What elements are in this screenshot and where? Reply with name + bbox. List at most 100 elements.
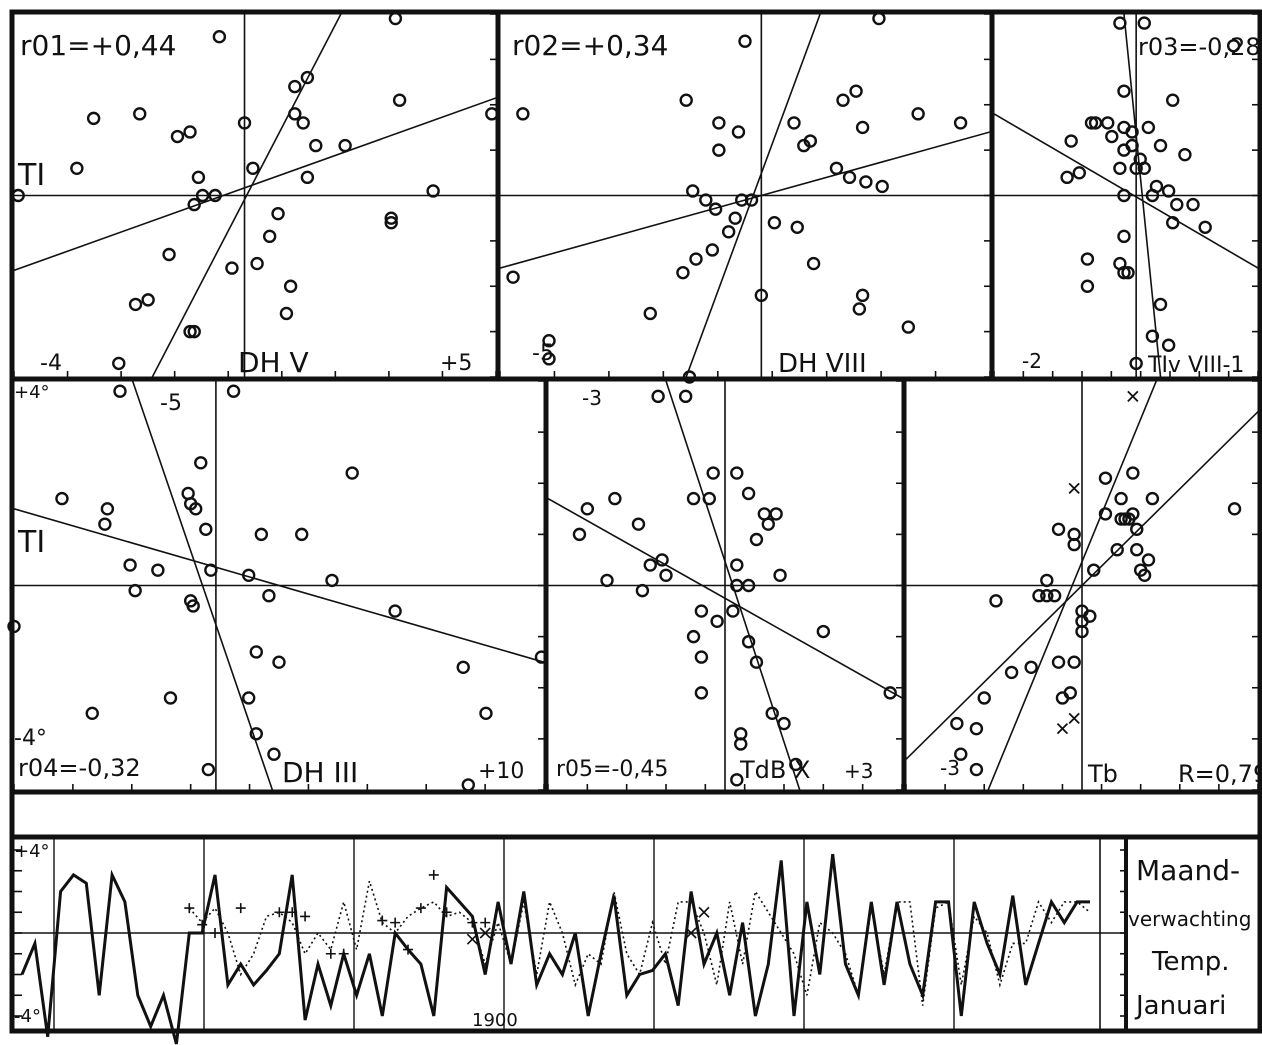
data-point	[651, 389, 665, 404]
data-point	[749, 655, 764, 669]
data-point	[1064, 134, 1078, 148]
data-point	[659, 568, 673, 582]
correlation-label: r01=+0,44	[20, 29, 176, 62]
regression-line	[14, 97, 496, 272]
data-point	[112, 356, 126, 371]
data-point	[1105, 129, 1119, 144]
data-point	[542, 334, 556, 348]
regression-line	[548, 497, 902, 699]
data-point	[86, 111, 101, 126]
data-point	[186, 599, 200, 613]
data-point	[676, 265, 690, 280]
y-min-label: -4°	[14, 726, 47, 751]
y-axis-label: TI	[17, 525, 45, 560]
data-point	[388, 11, 403, 26]
x-marker	[698, 906, 710, 918]
data-point	[1166, 216, 1180, 230]
data-point	[1075, 624, 1089, 639]
data-point	[689, 252, 703, 266]
data-point	[1060, 170, 1074, 185]
data-point	[1117, 229, 1131, 244]
data-point	[85, 706, 99, 721]
data-point	[170, 129, 185, 144]
plus-marker	[377, 915, 388, 926]
data-point	[744, 193, 759, 207]
data-point	[392, 93, 407, 107]
data-point	[728, 211, 742, 225]
data-point	[1004, 665, 1019, 680]
data-point	[686, 184, 700, 198]
data-point	[1166, 93, 1180, 107]
data-point	[1047, 589, 1062, 603]
caption-line-2: verwachting	[1128, 907, 1251, 931]
data-point	[300, 170, 315, 185]
x-axis-label: Tb	[1087, 760, 1118, 788]
data-point	[151, 563, 165, 577]
data-point	[163, 691, 178, 705]
correlation-label: r04=-0,32	[18, 754, 141, 782]
x-max-label: +3	[844, 759, 873, 783]
data-point	[128, 583, 142, 598]
data-point	[735, 193, 749, 207]
data-point	[580, 502, 595, 516]
data-point	[426, 184, 440, 198]
data-point	[1130, 543, 1144, 557]
data-point	[1122, 512, 1136, 526]
data-point	[678, 389, 693, 404]
data-point	[183, 125, 197, 139]
plus-marker	[428, 869, 439, 880]
data-point	[855, 288, 870, 303]
data-point	[242, 568, 256, 582]
data-point	[461, 778, 475, 792]
data-point	[741, 578, 756, 593]
x-max-label: +5	[440, 351, 472, 376]
plus-marker	[235, 903, 246, 914]
data-point	[384, 216, 398, 230]
data-point	[686, 491, 701, 506]
data-point	[1141, 120, 1156, 135]
correlation-label: r03=-0,28	[1138, 33, 1261, 61]
caption-line-3: Temp.	[1151, 947, 1230, 977]
data-point	[710, 614, 724, 628]
data-point	[777, 716, 791, 731]
data-point	[1129, 356, 1143, 371]
data-point	[208, 188, 222, 203]
data-point	[738, 34, 752, 48]
data-point	[1153, 138, 1168, 153]
cross-marker	[1056, 723, 1069, 735]
caption-line-4: Januari	[1134, 991, 1226, 1021]
data-point	[1145, 329, 1160, 343]
data-point	[1080, 279, 1095, 293]
x-marker	[685, 927, 697, 939]
data-point	[789, 757, 803, 772]
plus-marker	[184, 903, 195, 914]
data-point	[133, 107, 147, 121]
scatter-panel-tiv-viii: r03=-0,28 TIv VIII-1 -2	[989, 9, 1262, 382]
data-point	[237, 116, 252, 130]
data-point	[655, 553, 669, 567]
data-point	[1145, 491, 1160, 506]
x-axis-label: DH V	[238, 346, 309, 379]
regression-line	[665, 381, 801, 790]
data-point	[1227, 502, 1242, 516]
data-point	[279, 306, 294, 321]
data-point	[741, 635, 756, 649]
data-point	[1129, 161, 1143, 175]
data-point	[1080, 252, 1095, 266]
data-point	[162, 247, 176, 262]
data-point	[1130, 522, 1144, 536]
data-point	[1051, 655, 1066, 669]
data-point	[187, 197, 201, 212]
data-point	[242, 691, 256, 705]
x-min-label: -2	[1022, 349, 1042, 373]
data-point	[1125, 125, 1139, 139]
data-point	[1083, 609, 1097, 623]
data-point	[1126, 466, 1140, 480]
data-point	[262, 589, 276, 603]
x-min-label: -4	[40, 351, 62, 376]
data-point	[479, 706, 493, 721]
plus-marker	[338, 948, 349, 959]
data-point	[187, 324, 201, 339]
data-point	[977, 691, 991, 705]
data-point	[288, 79, 302, 94]
